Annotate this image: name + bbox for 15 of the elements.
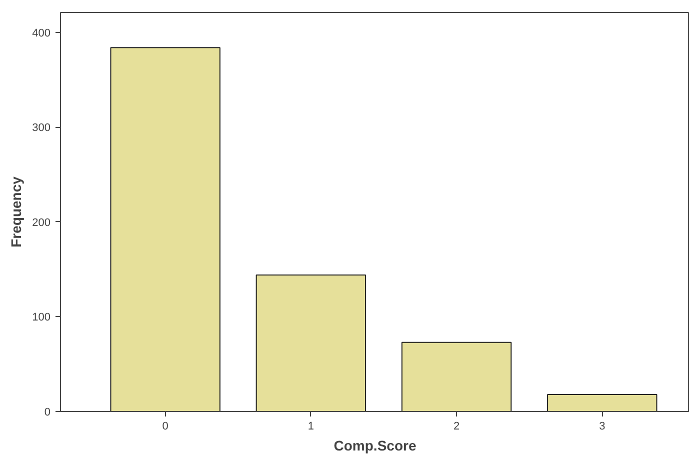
y-tick-label: 300: [32, 122, 51, 134]
bar: [547, 394, 658, 412]
y-tick-label: 100: [32, 312, 51, 324]
x-tick-label: 1: [308, 420, 314, 432]
y-tick-label: 200: [32, 216, 51, 229]
x-axis-title: Comp.Score: [334, 438, 416, 454]
bar: [401, 342, 512, 412]
bar: [110, 47, 220, 412]
x-tick-label: 3: [599, 420, 606, 432]
x-tick-label: 2: [453, 420, 460, 432]
y-tick-label: 0: [44, 406, 51, 418]
y-axis-title: Frequency: [8, 176, 24, 248]
x-tick-label: 0: [162, 420, 168, 432]
y-tick-label: 400: [32, 27, 51, 40]
bar: [256, 274, 366, 412]
